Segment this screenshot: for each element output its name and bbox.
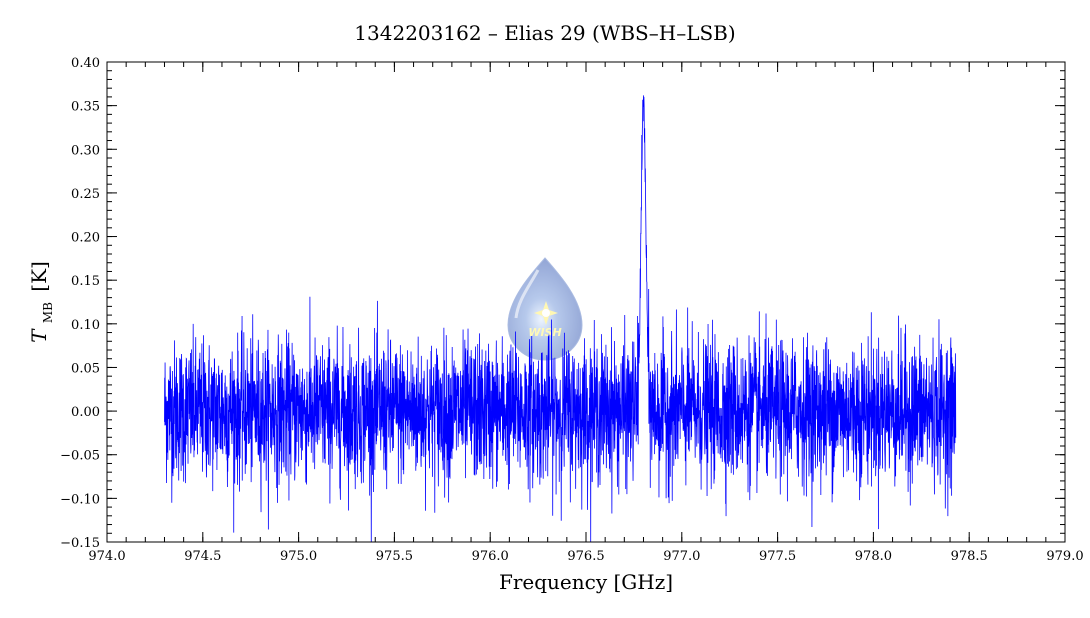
y-tick-label: −0.15	[60, 536, 100, 551]
x-tick-label: 975.0	[280, 549, 317, 564]
x-tick-label: 977.5	[759, 549, 796, 564]
x-tick-label: 978.0	[855, 549, 892, 564]
logo-text: WISH	[528, 326, 561, 339]
x-axis-label: Frequency [GHz]	[499, 570, 673, 594]
y-axis-unit: [K]	[27, 261, 51, 292]
y-axis-label: T MB [K]	[27, 261, 57, 343]
x-tick-label: 976.5	[567, 549, 604, 564]
y-axis-subscript: MB	[41, 302, 55, 323]
star-icon	[534, 301, 558, 325]
x-tick-label: 974.5	[184, 549, 221, 564]
x-tick-label: 977.0	[663, 549, 700, 564]
y-axis-symbol: T	[27, 328, 51, 343]
x-tick-label: 979.0	[1046, 549, 1083, 564]
svg-text:T MB [K]: T MB [K]	[27, 261, 57, 343]
y-tick-label: 0.00	[71, 405, 100, 420]
y-tick-label: 0.35	[71, 100, 100, 115]
spectrum-series-line	[164, 95, 957, 542]
y-tick-label: 0.10	[71, 318, 100, 333]
x-tick-label: 974.0	[88, 549, 125, 564]
y-tick-label: 0.30	[71, 143, 100, 158]
y-tick-label: 0.20	[71, 231, 100, 246]
x-tick-label: 975.5	[376, 549, 413, 564]
y-tick-label: 0.15	[71, 274, 100, 289]
y-tick-label: 0.05	[71, 361, 100, 376]
y-tick-label: 0.40	[71, 56, 100, 71]
x-tick-label: 976.0	[472, 549, 509, 564]
y-tick-label: −0.05	[60, 449, 100, 464]
wish-logo: WISH	[507, 257, 583, 361]
x-tick-label: 978.5	[951, 549, 988, 564]
y-tick-label: −0.10	[60, 492, 100, 507]
plot-frame	[106, 61, 1066, 543]
y-tick-label: 0.25	[71, 187, 100, 202]
chart-title: 1342203162 – Elias 29 (WBS–H–LSB)	[354, 21, 735, 45]
